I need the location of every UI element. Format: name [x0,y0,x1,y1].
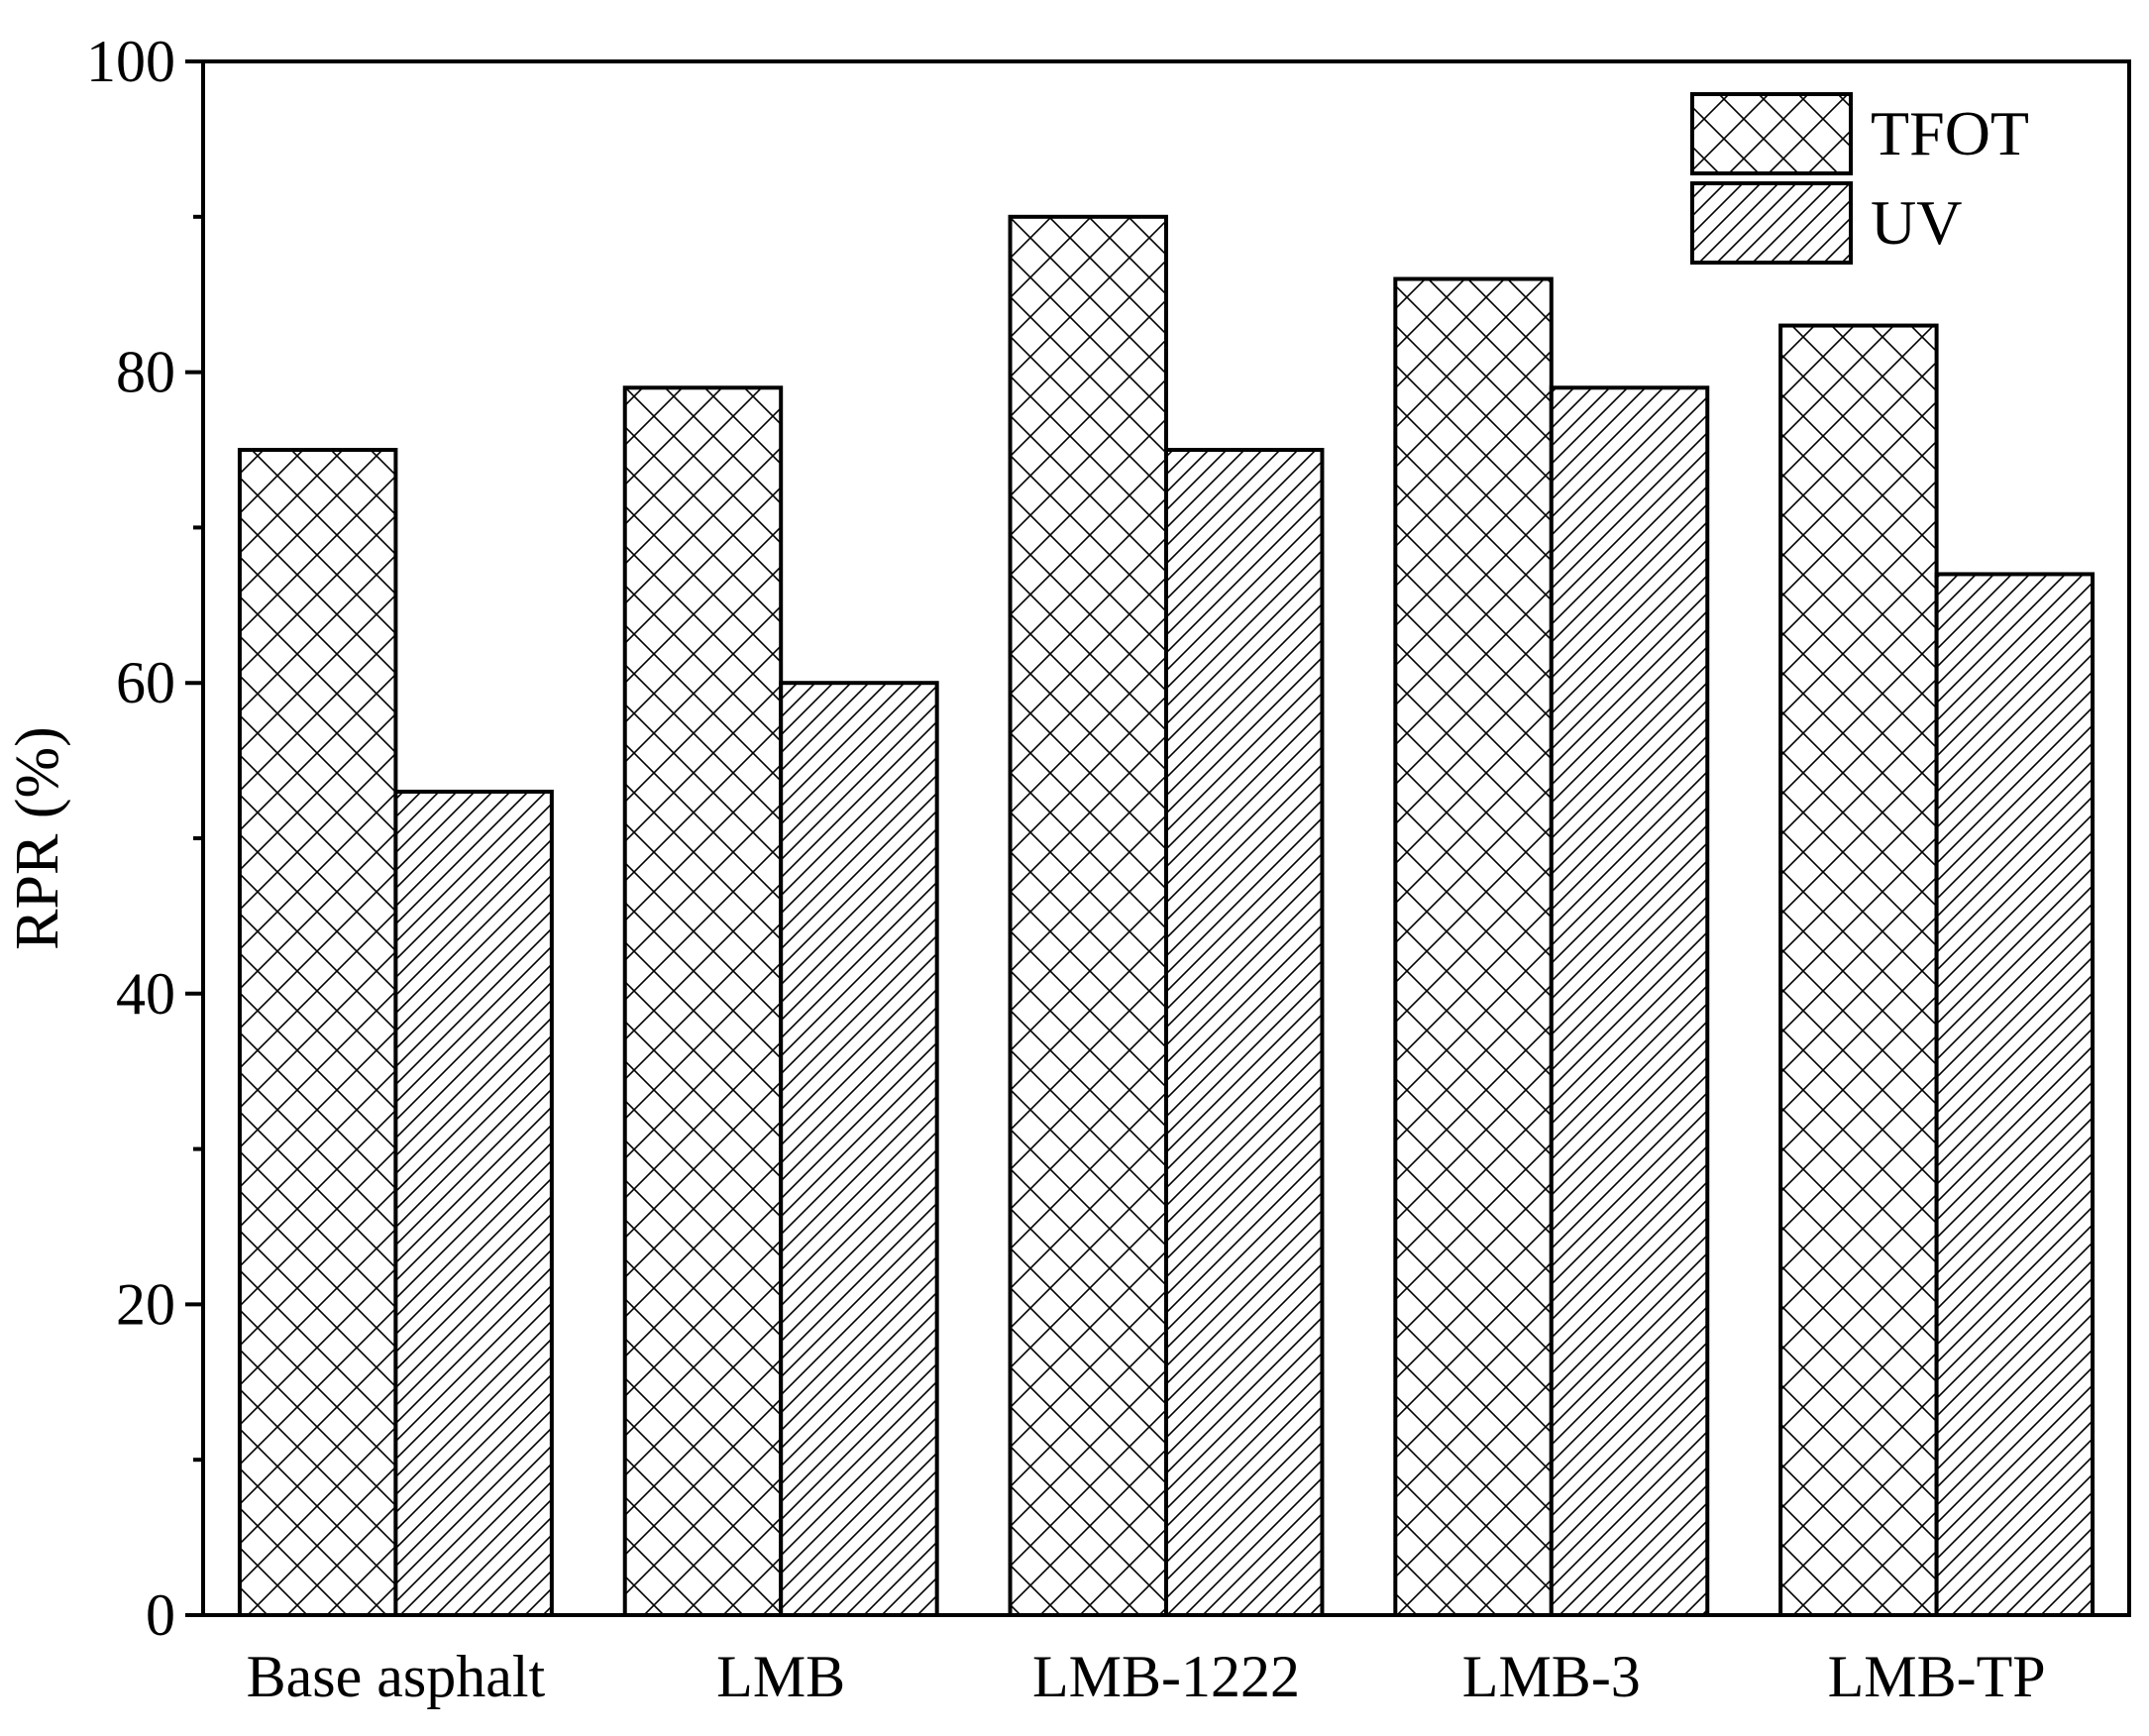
y-tick-label-0: 0 [146,1582,175,1648]
x-axis-tick-labels: Base asphalt LMB LMB-1222 LMB-3 LMB-TP [247,1644,2046,1709]
legend-label-uv: UV [1871,187,1962,258]
y-tick-label-100: 100 [86,29,175,94]
y-tick-label-60: 60 [116,650,175,715]
bar-uv-lmb-tp [1934,572,2095,1618]
x-tick-label-lmb-1222: LMB-1222 [1032,1644,1300,1709]
bar-tfot-lmb-1222 [1008,214,1169,1617]
bar-tfot-lmb [622,385,784,1617]
bar-uv-lmb [779,681,939,1617]
bar-tfot-lmb-tp [1778,323,1939,1617]
bar-uv-lmb-1222 [1164,448,1325,1617]
x-tick-label-base-asphalt: Base asphalt [247,1644,546,1709]
legend-swatch-uv [1690,181,1853,265]
legend-label-tfot: TFOT [1871,98,2029,168]
bars-layer [237,214,2095,1618]
y-tick-label-20: 20 [116,1271,175,1337]
plot-area-frame [201,59,2131,1617]
y-tick-label-80: 80 [116,340,175,405]
y-axis-ticks: 0 20 40 60 80 100 [86,29,203,1648]
x-tick-label-lmb: LMB [716,1644,845,1709]
x-tick-label-lmb-tp: LMB-TP [1828,1644,2046,1709]
x-tick-label-lmb-3: LMB-3 [1462,1644,1641,1709]
bar-tfot-lmb-3 [1393,276,1554,1617]
legend-swatch-tfot [1690,92,1853,175]
bar-uv-base-asphalt [393,789,554,1617]
bar-uv-lmb-3 [1549,385,1710,1617]
y-tick-label-40: 40 [116,961,175,1027]
legend: TFOT UV [1690,92,2029,265]
y-axis-title: RPR (%) [4,726,71,950]
bar-tfot-base-asphalt [237,448,398,1617]
